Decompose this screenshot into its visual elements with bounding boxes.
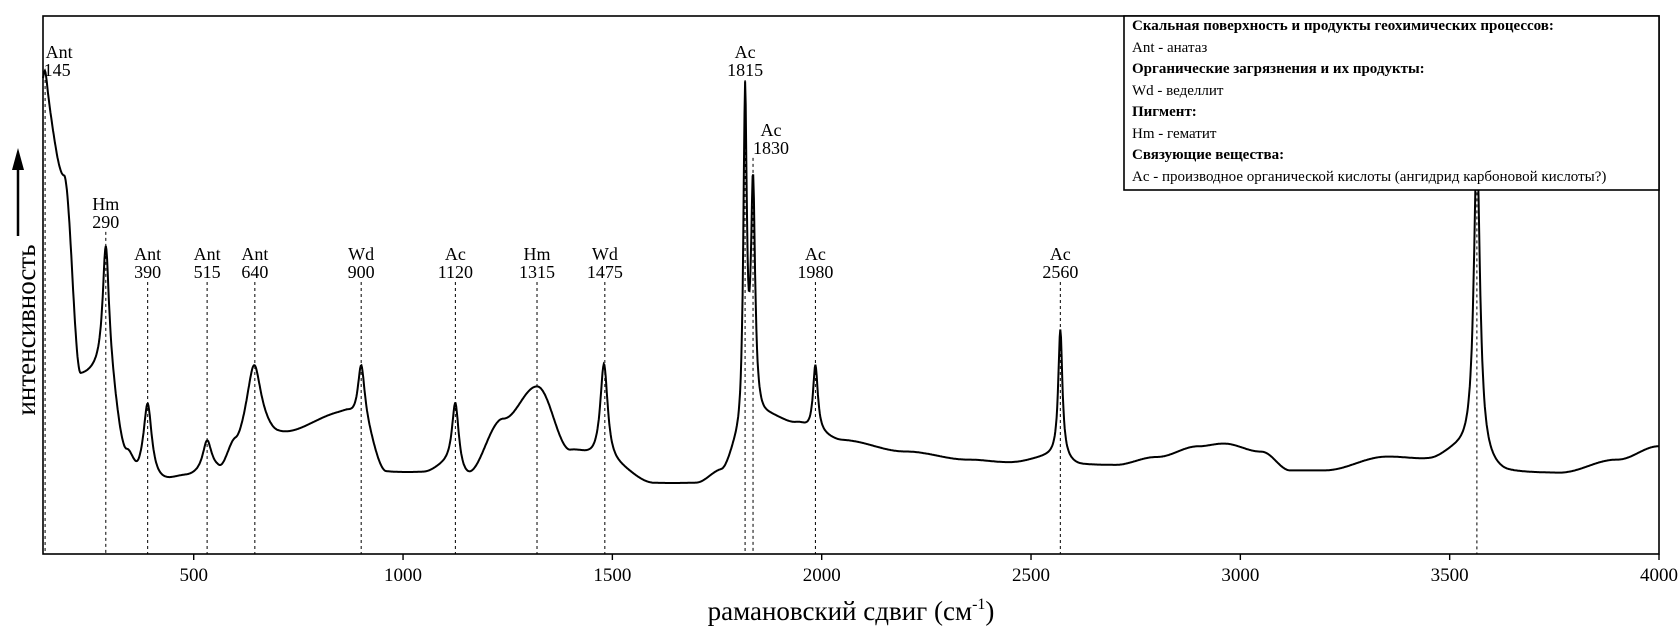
peak-label-code: Hm (524, 244, 551, 264)
legend-heading: Органические загрязнения и их продукты: (1132, 61, 1425, 77)
x-tick-label: 1000 (384, 565, 422, 586)
legend-entry: Ant - анатаз (1132, 40, 1207, 56)
peak-label-code: Ant (241, 244, 268, 264)
legend-heading: Пигмент: (1132, 104, 1197, 120)
legend-heading: Связующие вещества: (1132, 147, 1284, 163)
peak-marker-lines (44, 80, 1478, 554)
peak-label-value: 1815 (727, 60, 763, 80)
spectrum-line (42, 68, 1659, 484)
x-axis-title: рамановский сдвиг (см-1) (708, 596, 995, 626)
x-tick-label: 500 (179, 565, 208, 586)
peak-label-value: 1830 (753, 138, 789, 158)
x-tick-label: 3000 (1221, 565, 1259, 586)
legend-frame (1123, 15, 1660, 191)
peak-labels: Ant145Hm290Ant390Ant515Ant640Wd900Ac1120… (44, 42, 1495, 282)
plot-frame (42, 15, 1660, 555)
peak-label-value: 1120 (438, 262, 473, 282)
peak-label-code: Ac (1050, 244, 1071, 264)
peak-label-value: 2560 (1042, 262, 1078, 282)
legend-entry: Ac - производное органической кислоты (а… (1132, 169, 1606, 185)
peak-label-code: Ant (194, 244, 221, 264)
y-axis-title: интенсивность (11, 244, 41, 415)
peak-label-value: 515 (194, 262, 221, 282)
peak-label-code: Ac (761, 120, 782, 140)
peak-label-code: Ac (805, 244, 826, 264)
x-tick-label: 3500 (1431, 565, 1469, 586)
x-tick-label: 2000 (803, 565, 841, 586)
peak-label-value: 640 (241, 262, 268, 282)
legend-box: Скальная поверхность и продукты геохимич… (1123, 15, 1660, 191)
legend-entry: Hm - гематит (1132, 126, 1217, 142)
peak-label-value: 290 (92, 212, 119, 232)
peak-label-value: 390 (134, 262, 161, 282)
peak-label-code: Wd (592, 244, 618, 264)
y-axis-arrow-head (12, 148, 24, 170)
legend-heading: Скальная поверхность и продукты геохимич… (1132, 18, 1554, 34)
x-tick-label: 1500 (593, 565, 631, 586)
x-tick-label: 2500 (1012, 565, 1050, 586)
y-axis-title-group: интенсивность (11, 148, 41, 416)
peak-label-code: Ac (735, 42, 756, 62)
peak-label-code: Ant (46, 42, 73, 62)
peak-label-value: 1475 (587, 262, 623, 282)
peak-label-value: 1315 (519, 262, 555, 282)
x-tick-label: 4000 (1640, 565, 1678, 586)
x-axis-ticks: 500 1000 1500 2000 2500 3000 3500 4000 (179, 554, 1678, 586)
peak-label-code: Wd (348, 244, 374, 264)
legend-entry: Wd - веделлит (1132, 83, 1224, 99)
peak-label-code: Hm (92, 194, 119, 214)
peak-label-code: Ant (134, 244, 161, 264)
peak-label-value: 900 (348, 262, 375, 282)
peak-label-value: 145 (44, 60, 71, 80)
peak-label-code: Ac (445, 244, 466, 264)
peak-label-value: 1980 (797, 262, 833, 282)
